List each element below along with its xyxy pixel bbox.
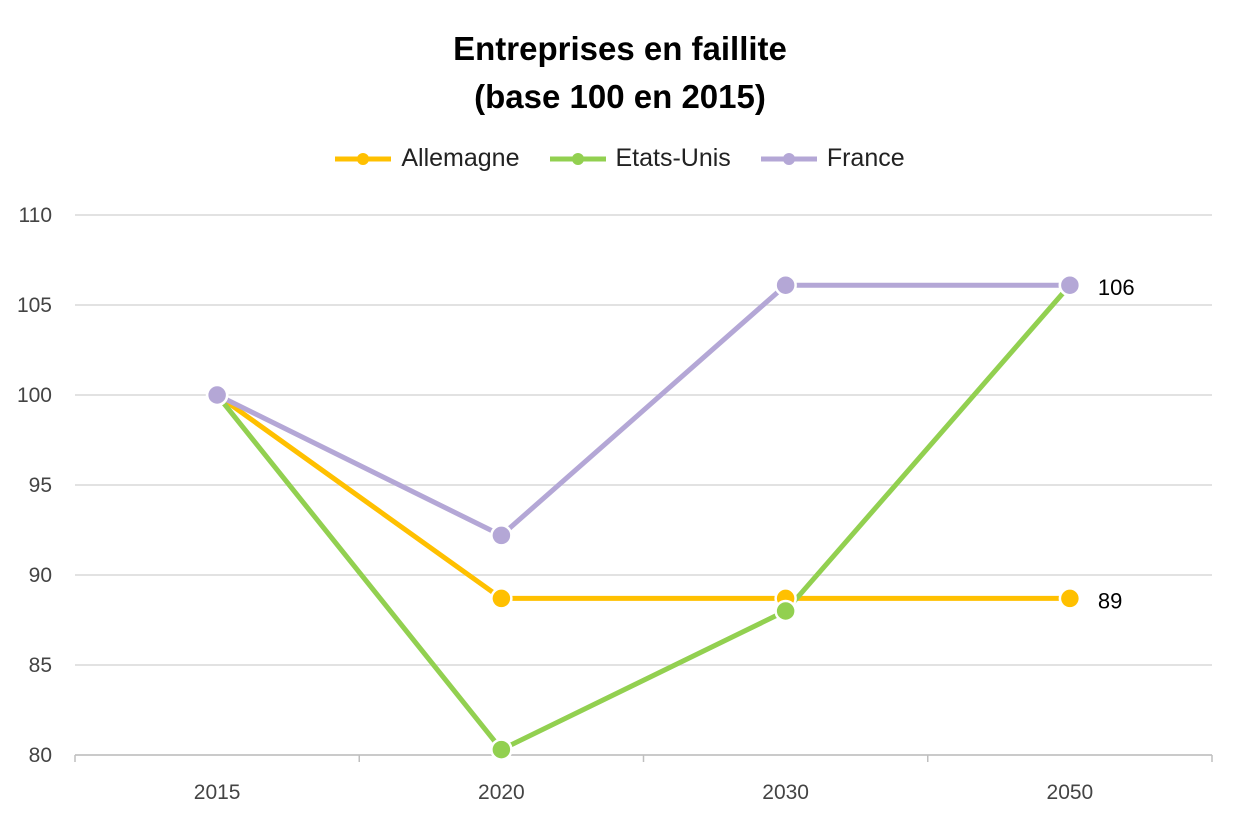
y-tick-label: 85 — [29, 654, 52, 677]
legend-swatch-france — [760, 152, 817, 165]
legend-label-allemagne: Allemagne — [401, 144, 520, 172]
data-point-france — [205, 383, 229, 407]
data-point-etats-unis — [490, 738, 513, 761]
legend: Allemagne Etats-Unis France — [0, 144, 1240, 173]
legend-marker-etats-unis — [571, 152, 584, 165]
y-tick-label: 100 — [17, 384, 52, 407]
y-tick-label: 105 — [17, 294, 52, 317]
data-point-allemagne — [1058, 587, 1082, 610]
data-point-france — [490, 524, 513, 547]
legend-marker-allemagne — [357, 152, 370, 165]
y-tick-label: 80 — [29, 744, 52, 767]
legend-label-etats-unis: Etats-Unis — [615, 144, 731, 172]
x-tick-label: 2030 — [762, 781, 809, 804]
y-tick-label: 110 — [19, 204, 52, 227]
data-point-allemagne — [490, 587, 513, 610]
series-line-allemagne — [214, 392, 1073, 601]
legend-swatch-etats-unis — [549, 152, 606, 165]
legend-marker-france — [782, 152, 795, 165]
series-line-france — [214, 282, 1073, 538]
legend-label-france: France — [826, 144, 905, 172]
legend-swatch-allemagne — [335, 152, 392, 165]
series-line-etats-unis — [214, 282, 1073, 753]
legend-item-france: France — [760, 144, 905, 173]
x-tick-label: 2015 — [194, 781, 241, 804]
data-point-france — [1058, 273, 1082, 297]
y-tick-label: 90 — [29, 564, 52, 587]
data-point-france — [774, 273, 797, 297]
y-tick-label: 95 — [29, 474, 52, 497]
x-tick-label: 2020 — [478, 781, 525, 804]
chart-title: Entreprises en faillite — [453, 30, 787, 67]
data-label: 89 — [1098, 588, 1122, 613]
data-point-etats-unis — [774, 599, 797, 623]
data-label: 106 — [1098, 275, 1135, 300]
chart-subtitle: (base 100 en 2015) — [474, 78, 766, 115]
x-tick-label: 2050 — [1047, 781, 1094, 804]
legend-item-etats-unis: Etats-Unis — [549, 144, 731, 173]
legend-item-allemagne: Allemagne — [335, 144, 520, 173]
